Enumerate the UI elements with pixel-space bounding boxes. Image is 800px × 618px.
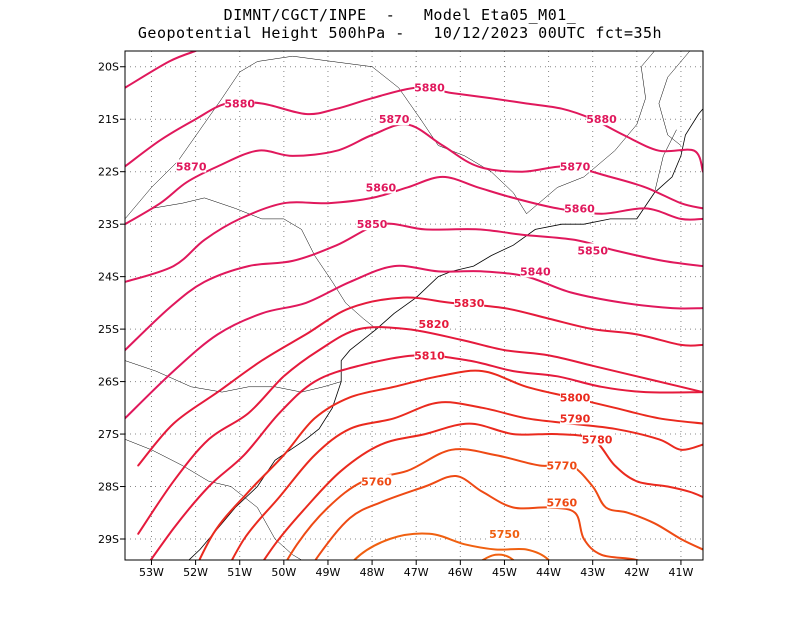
contour-label: 5880 [414,82,445,95]
state-border [125,61,258,220]
contour-label: 5880 [586,113,617,126]
contour-label-bg [546,458,577,472]
contour-5830 [137,296,703,467]
contour-label-bg [577,243,608,257]
chart-title-line-1: DIMNT/CGCT/INPE - Model Eta05_M01_ [223,6,577,24]
contour-label-bg [489,526,520,540]
y-tick-label: 26S [98,376,119,389]
x-axis: 53W 52W 51W 50W 49W 48W 47W 46W 45W 44W 43W 42W 41W [139,560,693,579]
contour-label-bg [560,390,591,404]
contour-label: 5810 [414,349,445,362]
x-tick-label: 49W [316,566,341,579]
x-tick-label: 50W [271,566,296,579]
contour-label-bg [365,180,396,194]
chart-title-line-2: Geopotential Height 500hPa - 10/12/2023 … [137,24,663,42]
y-tick-label: 27S [98,428,119,441]
contour-label: 5800 [560,391,591,404]
plot-frame [124,50,704,561]
x-tick-label: 45W [492,566,517,579]
x-tick-label: 43W [580,566,605,579]
contour-label: 5830 [454,297,485,310]
x-tick-label: 53W [139,566,164,579]
contour-label: 5790 [560,412,591,425]
contour-label-bg [560,159,591,173]
contour-label-bg [546,495,577,509]
contour-5860 [125,175,703,283]
contour-label-bg [224,96,255,110]
y-tick-label: 23S [98,218,119,231]
x-tick-label: 51W [227,566,252,579]
y-axis: 20S 21S 22S 23S 24S 25S 26S 27S 28S 29S [98,61,125,546]
y-tick-label: 29S [98,533,119,546]
x-tick-label: 52W [183,566,208,579]
contour-label-bg [560,411,591,425]
contour-label-bg [520,264,551,278]
state-border [526,51,655,214]
contour-5840 [125,264,703,420]
y-tick-label: 25S [98,323,119,336]
contour-labels: 5880 5880 5880 5870 5870 5870 5860 5860 5850 5850… [176,80,617,541]
contour-label-bg [414,80,445,94]
contour-label-bg [379,112,410,126]
contour-label: 5820 [419,318,450,331]
state-border [125,197,377,330]
state-border [636,129,677,220]
contour-label: 5860 [564,202,595,215]
contour-label-bg [357,217,388,231]
contour-label-bg [564,201,595,215]
contour-label-bg [582,432,613,446]
contour-label: 5850 [577,244,608,257]
x-tick-label: 41W [669,566,694,579]
contour-label: 5860 [366,181,397,194]
contour-label: 5850 [357,218,388,231]
contour-5770 [286,448,703,560]
contour-5800 [198,369,703,560]
x-tick-label: 46W [448,566,473,579]
contour-5740 [480,553,515,560]
state-border [125,439,302,560]
contour-5760 [314,474,641,560]
y-tick-label: 20S [98,61,119,74]
x-tick-label: 47W [404,566,429,579]
state-border [658,51,690,146]
contour-label: 5760 [361,475,392,488]
contour-label: 5840 [520,265,551,278]
contour-5750 [353,532,550,560]
y-tick-label: 28S [98,481,119,494]
contour-label: 5780 [582,433,613,446]
contour-label-bg [454,295,485,309]
contour-label-bg [176,159,207,173]
contour-label: 5770 [546,460,577,473]
contour-5820 [137,326,703,535]
y-tick-label: 22S [98,166,119,179]
contour-5810 [149,354,703,560]
x-tick-label: 44W [536,566,561,579]
contour-label-bg [418,316,449,330]
contour-label: 5870 [379,113,410,126]
contour-5850 [125,222,703,352]
contour-label-bg [586,112,617,126]
contour-5780 [262,422,703,560]
x-tick-label: 48W [360,566,385,579]
y-tick-label: 24S [98,271,119,284]
contour-label: 5870 [560,160,591,173]
x-tick-label: 42W [624,566,649,579]
contour-label: 5750 [489,528,520,541]
contour-label-bg [361,474,392,488]
contour-5790 [230,401,703,560]
contour-label: 5870 [176,160,207,173]
state-border [257,55,527,214]
map-outlines [125,51,703,560]
contour-label: 5760 [546,496,577,509]
contour-label-bg [414,348,445,362]
contour-5880 [125,51,197,89]
y-tick-label: 21S [98,113,119,126]
contour-label: 5880 [224,97,255,110]
